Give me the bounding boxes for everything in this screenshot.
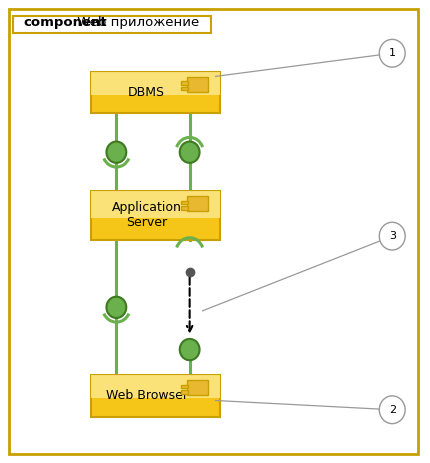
FancyBboxPatch shape — [90, 72, 219, 113]
Circle shape — [106, 297, 126, 318]
FancyBboxPatch shape — [90, 191, 219, 240]
FancyBboxPatch shape — [90, 191, 219, 218]
Circle shape — [378, 39, 404, 67]
FancyBboxPatch shape — [90, 375, 219, 398]
FancyBboxPatch shape — [90, 72, 219, 94]
Text: component: component — [24, 16, 107, 29]
FancyBboxPatch shape — [90, 375, 219, 417]
FancyBboxPatch shape — [181, 385, 188, 388]
FancyBboxPatch shape — [187, 77, 208, 92]
Text: 1: 1 — [388, 48, 395, 58]
Text: Web Browser: Web Browser — [105, 389, 187, 402]
Text: Application
Server: Application Server — [111, 201, 181, 229]
Circle shape — [378, 396, 404, 424]
FancyBboxPatch shape — [181, 201, 188, 204]
Text: Web приложение: Web приложение — [73, 16, 199, 29]
Circle shape — [106, 142, 126, 163]
FancyBboxPatch shape — [187, 196, 208, 211]
FancyBboxPatch shape — [9, 9, 417, 454]
FancyBboxPatch shape — [187, 380, 208, 395]
FancyBboxPatch shape — [181, 81, 188, 85]
Text: 2: 2 — [388, 405, 395, 415]
Circle shape — [179, 142, 199, 163]
Circle shape — [179, 339, 199, 360]
FancyBboxPatch shape — [181, 390, 188, 394]
Circle shape — [378, 222, 404, 250]
FancyBboxPatch shape — [181, 87, 188, 90]
Text: DBMS: DBMS — [128, 86, 165, 99]
FancyBboxPatch shape — [181, 206, 188, 209]
FancyBboxPatch shape — [13, 16, 211, 33]
Text: 3: 3 — [388, 231, 395, 241]
